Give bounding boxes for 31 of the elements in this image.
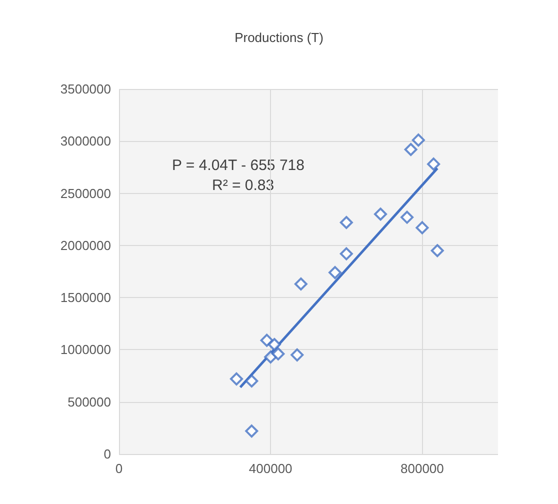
annotation: P = 4.04T - 655 718 [172, 157, 304, 174]
y-tick-label: 0 [104, 446, 111, 462]
x-tick-label: 0 [115, 461, 123, 476]
point [416, 221, 429, 234]
point [272, 347, 285, 360]
point [328, 266, 342, 280]
y-tick-label: 3000000 [60, 134, 111, 149]
point [290, 348, 304, 362]
chart-title: Productions (T) [234, 30, 324, 45]
point [230, 372, 243, 386]
y-tick-label: 2500000 [60, 186, 111, 201]
point [340, 216, 353, 229]
x-tick-label: 400000 [248, 461, 292, 476]
point [412, 134, 425, 147]
point [340, 247, 353, 260]
x-tick-label: 800000 [400, 461, 444, 476]
point [245, 374, 258, 388]
point [404, 142, 418, 156]
point [427, 158, 440, 171]
point [245, 424, 258, 438]
y-tick-label: 500000 [68, 394, 111, 410]
point [374, 208, 388, 221]
y-tick-label: 3500000 [60, 82, 111, 96]
point [268, 338, 281, 351]
point [400, 210, 414, 224]
annotation: R² = 0.83 [212, 177, 274, 194]
y-tick-label: 2000000 [60, 238, 111, 253]
y-tick-label: 1500000 [60, 290, 111, 306]
y-tick-label: 1000000 [60, 342, 111, 358]
point [294, 278, 308, 291]
point [430, 244, 444, 258]
